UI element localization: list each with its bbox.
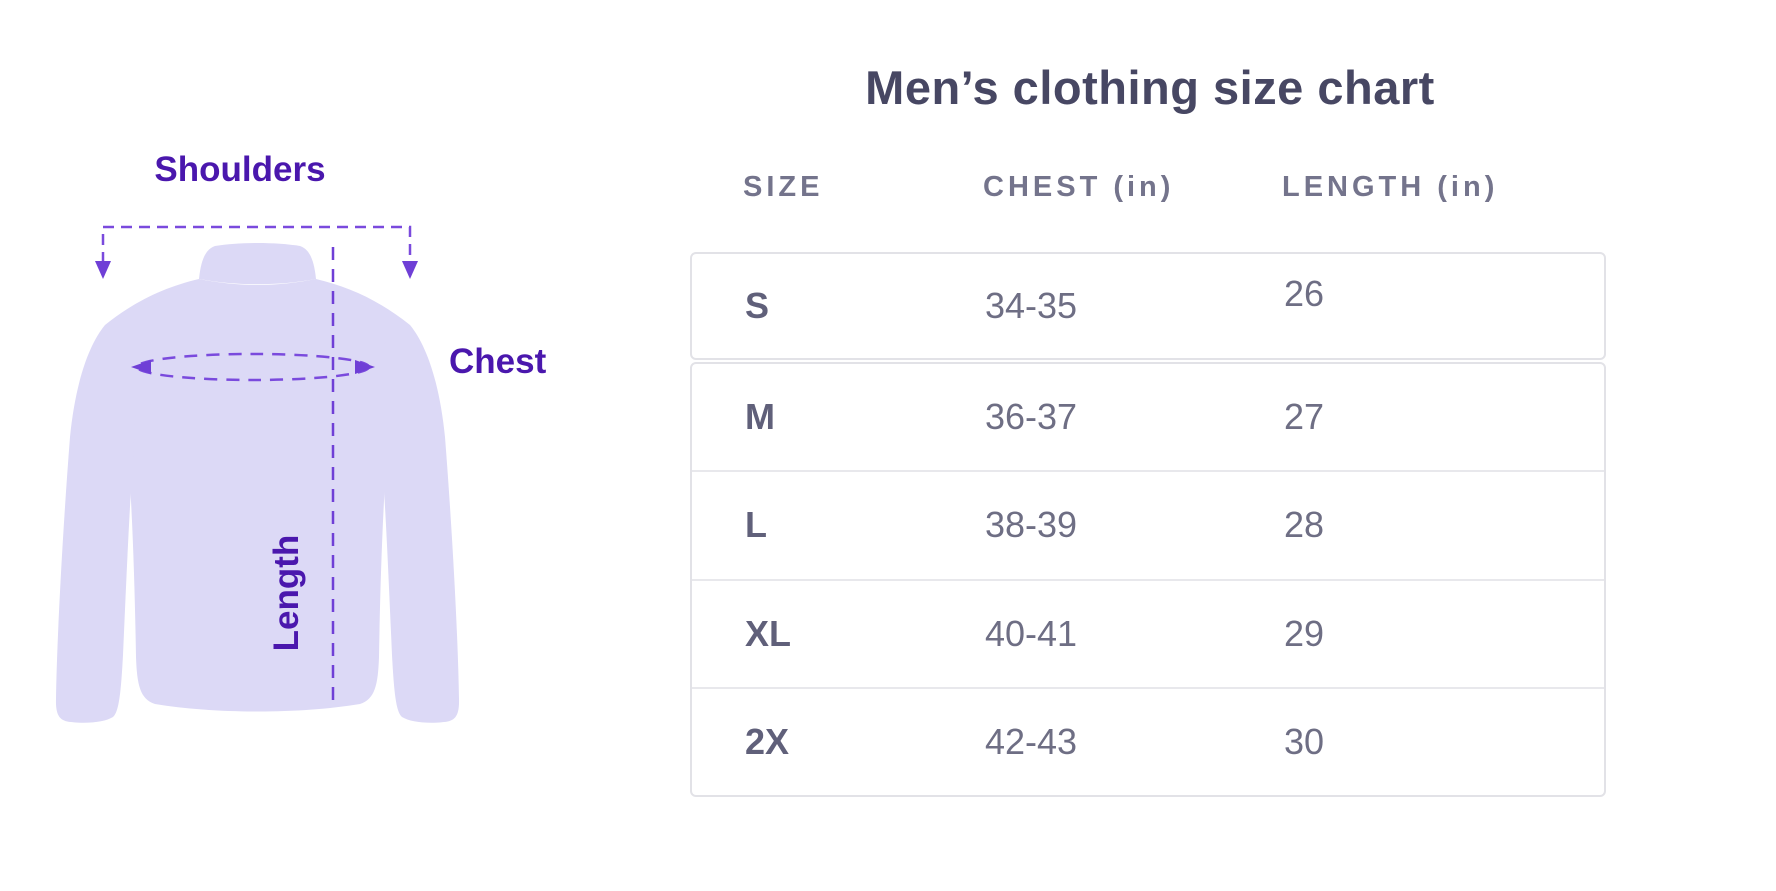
shirt-torso bbox=[105, 279, 410, 712]
length-cell: 30 bbox=[1284, 720, 1325, 762]
chest-cell: 34-35 bbox=[985, 285, 1078, 326]
size-table: Men’s clothing size chart SIZE CHEST (in… bbox=[690, 0, 1610, 891]
size-cell: XL bbox=[745, 612, 792, 654]
chest-label: Chest bbox=[449, 342, 547, 381]
column-header-length: LENGTH (in) bbox=[1282, 171, 1499, 203]
table-row: L 38-39 28 bbox=[692, 470, 1604, 578]
table-row: M 36-37 27 bbox=[692, 364, 1604, 470]
length-cell: 28 bbox=[1284, 504, 1325, 546]
chest-cell: 42-43 bbox=[985, 720, 1078, 762]
page-title: Men’s clothing size chart bbox=[865, 61, 1435, 114]
length-cell: 27 bbox=[1284, 396, 1325, 438]
chest-cell: 38-39 bbox=[985, 504, 1078, 546]
shirt-illustration bbox=[55, 225, 460, 723]
size-cell: M bbox=[745, 396, 775, 438]
size-cell: 2X bbox=[745, 720, 790, 762]
shirt-right-sleeve bbox=[376, 325, 460, 723]
table-header-row: SIZE CHEST (in) LENGTH (in) bbox=[690, 171, 1610, 207]
size-cell: L bbox=[745, 504, 767, 546]
table-row-group-first: S 34-35 26 bbox=[690, 252, 1606, 360]
length-cell: 29 bbox=[1284, 612, 1325, 654]
shoulders-measure-line bbox=[101, 225, 412, 263]
table-row: 2X 42-43 30 bbox=[692, 686, 1604, 795]
column-header-chest: CHEST (in) bbox=[983, 171, 1175, 203]
chest-cell: 40-41 bbox=[985, 612, 1078, 654]
length-cell: 26 bbox=[1284, 273, 1325, 314]
length-label: Length bbox=[267, 534, 306, 652]
table-row: S 34-35 26 bbox=[692, 254, 1604, 358]
table-row-group-rest: M 36-37 27 L 38-39 28 XL 40-41 29 2X 42-… bbox=[690, 362, 1606, 797]
size-cell: S bbox=[745, 285, 770, 326]
table-row: XL 40-41 29 bbox=[692, 578, 1604, 687]
shoulders-arrow-right bbox=[402, 261, 418, 279]
chest-arrow-right bbox=[355, 360, 375, 374]
shirt-left-sleeve bbox=[55, 325, 139, 723]
chest-arrow-left bbox=[131, 360, 151, 374]
column-header-size: SIZE bbox=[743, 171, 824, 203]
shoulders-arrow-left bbox=[95, 261, 111, 279]
shoulders-label: Shoulders bbox=[154, 150, 326, 189]
chest-cell: 36-37 bbox=[985, 396, 1078, 438]
shirt-collar bbox=[199, 243, 316, 285]
